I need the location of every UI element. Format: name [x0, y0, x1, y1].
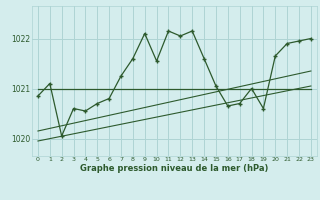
- X-axis label: Graphe pression niveau de la mer (hPa): Graphe pression niveau de la mer (hPa): [80, 164, 268, 173]
